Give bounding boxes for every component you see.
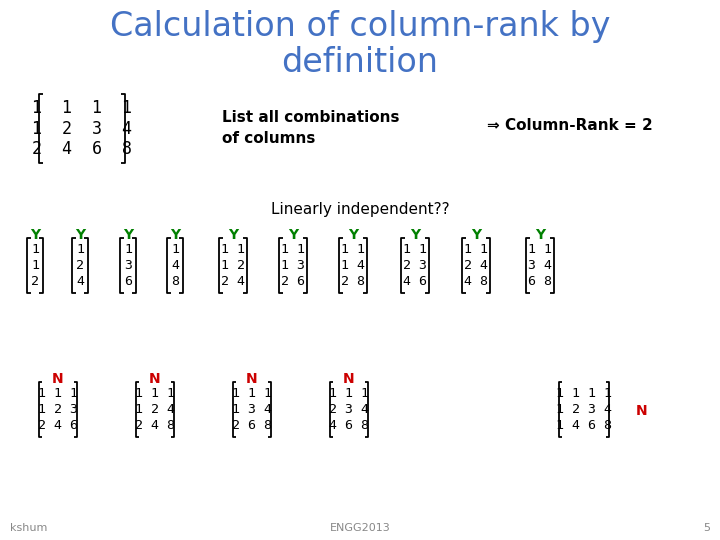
Text: Y: Y [410, 228, 420, 242]
Text: 1 3: 1 3 [281, 259, 305, 272]
Text: Y: Y [30, 228, 40, 242]
Text: Y: Y [288, 228, 298, 242]
Text: 1 1: 1 1 [341, 242, 365, 255]
Text: Calculation of column-rank by: Calculation of column-rank by [109, 10, 611, 43]
Text: 1  1  1  1: 1 1 1 1 [32, 99, 132, 117]
Text: 1: 1 [31, 242, 39, 255]
Text: 2 3 4: 2 3 4 [329, 403, 369, 416]
Text: 1 2 3: 1 2 3 [38, 403, 78, 416]
Text: 4 6 8: 4 6 8 [329, 419, 369, 432]
Text: N: N [149, 372, 161, 386]
Text: 2: 2 [76, 259, 84, 272]
Text: N: N [246, 372, 258, 386]
Text: Y: Y [471, 228, 481, 242]
Text: 1 1: 1 1 [281, 242, 305, 255]
Text: 1 1: 1 1 [528, 242, 552, 255]
Text: Linearly independent??: Linearly independent?? [271, 202, 449, 217]
Text: Y: Y [228, 228, 238, 242]
Text: 2 8: 2 8 [341, 275, 365, 288]
Text: 2 6 8: 2 6 8 [232, 419, 272, 432]
Text: List all combinations
of columns: List all combinations of columns [222, 110, 400, 146]
Text: 1 2 4: 1 2 4 [135, 403, 175, 416]
Text: 2 4 8: 2 4 8 [135, 419, 175, 432]
Text: Y: Y [75, 228, 85, 242]
Text: 1 1 1: 1 1 1 [329, 387, 369, 400]
Text: N: N [636, 404, 647, 418]
Text: 1 1: 1 1 [464, 242, 488, 255]
Text: ⇒ Column-Rank = 2: ⇒ Column-Rank = 2 [487, 118, 653, 133]
Text: 2 4 6: 2 4 6 [38, 419, 78, 432]
Text: 1 1 1: 1 1 1 [38, 387, 78, 400]
Text: 2  4  6  8: 2 4 6 8 [32, 140, 132, 158]
Text: 8: 8 [171, 275, 179, 288]
Text: 1 1: 1 1 [221, 242, 245, 255]
Text: 6 8: 6 8 [528, 275, 552, 288]
Text: 1: 1 [76, 242, 84, 255]
Text: ENGG2013: ENGG2013 [330, 523, 390, 533]
Text: N: N [343, 372, 355, 386]
Text: 3: 3 [124, 259, 132, 272]
Text: 5: 5 [703, 523, 710, 533]
Text: 2 6: 2 6 [281, 275, 305, 288]
Text: 1 1 1: 1 1 1 [232, 387, 272, 400]
Text: 1 2: 1 2 [221, 259, 245, 272]
Text: 6: 6 [124, 275, 132, 288]
Text: 4: 4 [76, 275, 84, 288]
Text: 2 4: 2 4 [464, 259, 488, 272]
Text: Y: Y [170, 228, 180, 242]
Text: 1 2 3 4: 1 2 3 4 [556, 403, 612, 416]
Text: 4 6: 4 6 [403, 275, 427, 288]
Text: definition: definition [282, 46, 438, 79]
Text: 2 4: 2 4 [221, 275, 245, 288]
Text: 4 8: 4 8 [464, 275, 488, 288]
Text: 1 3 4: 1 3 4 [232, 403, 272, 416]
Text: 1: 1 [171, 242, 179, 255]
Text: Y: Y [348, 228, 358, 242]
Text: Y: Y [535, 228, 545, 242]
Text: 1  2  3  4: 1 2 3 4 [32, 119, 132, 138]
Text: 1 1 1 1: 1 1 1 1 [556, 387, 612, 400]
Text: kshum: kshum [10, 523, 48, 533]
Text: 3 4: 3 4 [528, 259, 552, 272]
Text: 2: 2 [31, 275, 39, 288]
Text: 1: 1 [31, 259, 39, 272]
Text: 1: 1 [124, 242, 132, 255]
Text: 1 1 1: 1 1 1 [135, 387, 175, 400]
Text: 1 4: 1 4 [341, 259, 365, 272]
Text: 4: 4 [171, 259, 179, 272]
Text: 1 1: 1 1 [403, 242, 427, 255]
Text: 1 4 6 8: 1 4 6 8 [556, 419, 612, 432]
Text: Y: Y [123, 228, 133, 242]
Text: N: N [52, 372, 64, 386]
Text: 2 3: 2 3 [403, 259, 427, 272]
